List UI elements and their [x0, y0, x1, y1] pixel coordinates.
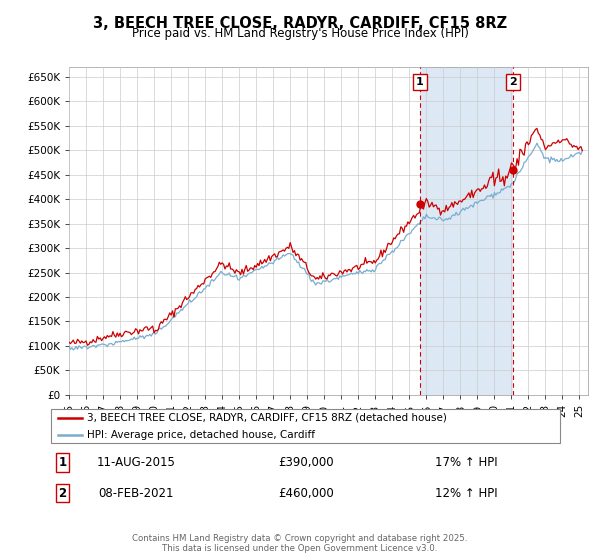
- Text: 1: 1: [58, 456, 67, 469]
- Text: 1: 1: [416, 77, 424, 87]
- Text: 2: 2: [58, 487, 67, 500]
- Text: 08-FEB-2021: 08-FEB-2021: [98, 487, 173, 500]
- Text: 2: 2: [509, 77, 517, 87]
- Text: £460,000: £460,000: [278, 487, 334, 500]
- Text: Contains HM Land Registry data © Crown copyright and database right 2025.
This d: Contains HM Land Registry data © Crown c…: [132, 534, 468, 553]
- FancyBboxPatch shape: [50, 409, 560, 444]
- Text: 3, BEECH TREE CLOSE, RADYR, CARDIFF, CF15 8RZ (detached house): 3, BEECH TREE CLOSE, RADYR, CARDIFF, CF1…: [86, 413, 446, 423]
- Text: 11-AUG-2015: 11-AUG-2015: [96, 456, 175, 469]
- Text: 12% ↑ HPI: 12% ↑ HPI: [435, 487, 497, 500]
- Text: HPI: Average price, detached house, Cardiff: HPI: Average price, detached house, Card…: [86, 430, 314, 440]
- Bar: [420, 67, 513, 395]
- Text: Price paid vs. HM Land Registry's House Price Index (HPI): Price paid vs. HM Land Registry's House …: [131, 27, 469, 40]
- Text: 17% ↑ HPI: 17% ↑ HPI: [435, 456, 497, 469]
- Text: 3, BEECH TREE CLOSE, RADYR, CARDIFF, CF15 8RZ: 3, BEECH TREE CLOSE, RADYR, CARDIFF, CF1…: [93, 16, 507, 31]
- Text: £390,000: £390,000: [278, 456, 334, 469]
